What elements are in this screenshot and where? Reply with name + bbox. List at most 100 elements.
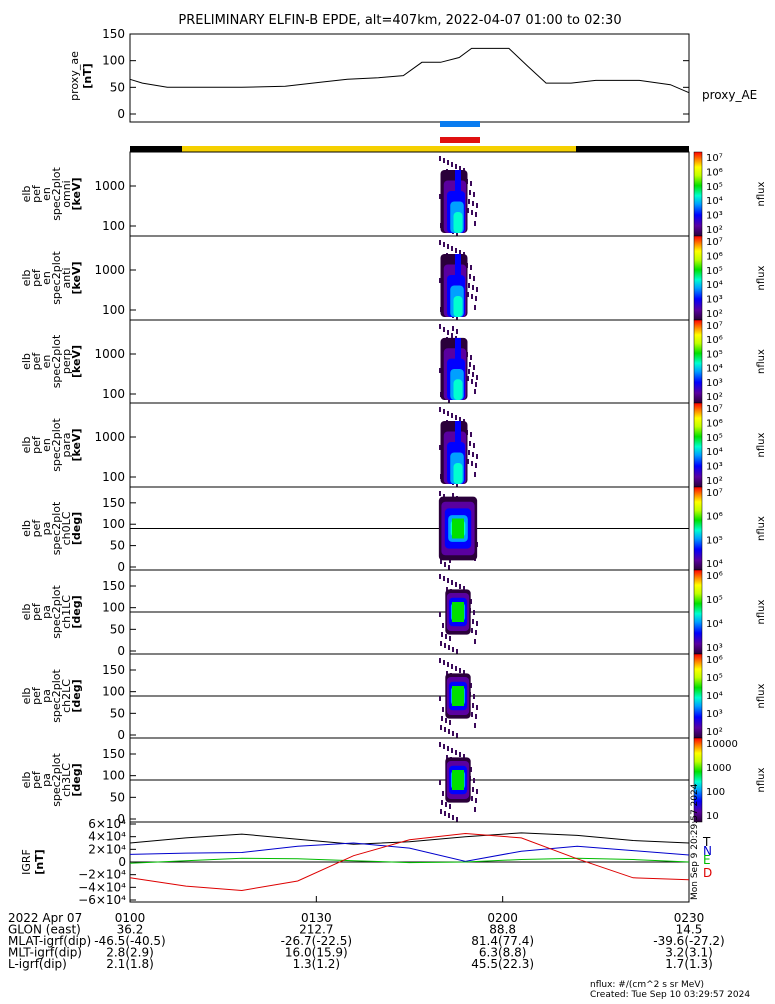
spectrogram-sparse-pixel	[472, 201, 474, 206]
spectrogram-ytick-label: 100	[102, 601, 125, 615]
ae-ytick-label: 0	[117, 107, 125, 121]
spectrogram-sparse-pixel	[476, 705, 478, 710]
ae-panel-frame	[129, 33, 690, 123]
spectrogram-sparse-pixel	[468, 369, 470, 374]
spectrogram-sparse-pixel	[449, 558, 451, 563]
colorbar	[693, 737, 703, 823]
ae-panel: 150 100 50 0 proxy_ae [nT] proxy_AE	[68, 27, 757, 123]
spectrogram-sparse-pixel	[459, 752, 461, 757]
spectrogram-sparse-pixel	[439, 156, 441, 161]
spectrogram-sparse-pixel	[471, 210, 473, 215]
spectrogram-sparse-pixel	[456, 329, 458, 334]
spectrogram-ytick-label: 0	[117, 560, 125, 574]
colorbar-label: nflux	[756, 683, 767, 708]
footer-row-value: 1.7(1.3)	[665, 957, 713, 971]
spectrogram-sparse-pixel	[474, 389, 476, 394]
colorbar-tick-label: 10⁵	[706, 349, 723, 360]
spectrogram-ylabel: [keV]	[70, 345, 83, 378]
igrf-legend-n: N	[703, 844, 712, 858]
colorbar	[693, 151, 703, 237]
igrf-ylabel-2: [nT]	[33, 849, 46, 874]
spectrogram-ytick-label: 1000	[94, 179, 125, 193]
footer-row-value: 81.4(77.4)	[471, 934, 534, 948]
spectrogram-ylabel: elb	[20, 353, 33, 370]
spectrogram-sparse-pixel	[455, 750, 457, 755]
footer-row-label: GLON (east)	[8, 923, 81, 937]
spectrogram-sparse-pixel	[471, 796, 473, 801]
igrf-ytick-label: −6×10⁴	[78, 893, 126, 907]
spectrogram-ylabel: elb	[20, 772, 33, 789]
spectrogram-sparse-pixel	[446, 587, 448, 592]
colorbar-tick-label: 10³	[706, 462, 723, 473]
spectrogram-ytick-label: 150	[102, 747, 125, 761]
spectrogram-sparse-pixel	[439, 324, 441, 329]
spectrogram-sparse-pixel	[456, 817, 458, 822]
footer-row-value: 212.7	[299, 923, 333, 937]
spectrogram-sparse-pixel	[470, 432, 472, 437]
spectrogram-sparse-pixel	[475, 630, 477, 635]
spectrogram-sparse-pixel	[448, 398, 450, 403]
spectrogram-sparse-pixel	[455, 666, 457, 671]
ae-yticks: 150 100 50 0	[102, 27, 689, 121]
spectrogram-sparse-pixel	[447, 330, 449, 335]
spectrogram-sparse-pixel	[474, 807, 476, 812]
colorbar-tick-label: 10⁴	[706, 280, 723, 291]
spectrogram-sparse-pixel	[456, 733, 458, 738]
colorbar-tick-label: 10³	[706, 295, 723, 306]
spectrogram-sparse-pixel	[444, 727, 446, 732]
spectrogram-ylabel: pef	[30, 519, 43, 538]
spectrogram-sparse-pixel	[439, 574, 441, 579]
spectrogram-sparse-pixel	[463, 586, 465, 591]
spectrogram-sparse-pixel	[474, 723, 476, 728]
igrf-series-line	[129, 857, 690, 864]
spectrogram-flux-peak	[452, 518, 464, 539]
spectrogram-flux-patch	[453, 379, 463, 400]
footer-row-value: 0230	[674, 911, 705, 925]
spectrogram-sparse-pixel	[443, 744, 445, 749]
spectrogram-sparse-pixel	[443, 242, 445, 247]
spectrogram-sparse-pixel	[475, 463, 477, 468]
igrf-ylabel-1: IGRF	[20, 849, 33, 875]
spectrogram-sparse-pixel	[474, 305, 476, 310]
red-indicator-bar	[440, 137, 480, 143]
spectrogram-sparse-pixel	[439, 368, 441, 373]
spectrogram-sparse-pixel	[443, 327, 445, 332]
colorbar-tick-label: 10⁴	[706, 196, 723, 207]
spectrogram-ylabel: [keV]	[70, 261, 83, 294]
spectrogram-ylabel: en	[40, 438, 53, 452]
spectrogram-ylabel: [keV]	[70, 428, 83, 461]
colorbar-tick-label: 10³	[706, 211, 723, 222]
spectrogram-sparse-pixel	[467, 459, 469, 464]
spectrogram-ylabel: ch3LC	[60, 763, 73, 797]
spectrogram-flux-peak	[452, 770, 464, 790]
spectrogram-sparse-pixel	[469, 274, 471, 279]
colorbar-tick-label: 10⁴	[706, 691, 723, 702]
spectrogram-sparse-pixel	[470, 767, 472, 772]
spectrogram-sparse-pixel	[471, 628, 473, 633]
colorbar-tick-label: 10⁵	[706, 673, 723, 684]
spectrogram-ytick-label: 100	[102, 517, 125, 531]
colorbar-label: nflux	[756, 432, 767, 457]
status-bar-black-left	[130, 146, 182, 152]
spectrogram-ylabel: pef	[30, 686, 43, 705]
spectrogram-sparse-pixel	[459, 584, 461, 589]
spectrogram-sparse-pixel	[439, 407, 441, 412]
spectrogram-sparse-pixel	[456, 649, 458, 654]
spectrogram-ylabel: en	[40, 187, 53, 201]
spectrogram-sparse-pixel	[447, 244, 449, 249]
spectrogram-sparse-pixel	[448, 645, 450, 650]
spectrogram-sparse-pixel	[470, 683, 472, 688]
colorbar-tick-label: 10³	[706, 378, 723, 389]
spectrogram-sparse-pixel	[456, 315, 458, 320]
spectrogram-sparse-pixel	[476, 287, 478, 292]
spectrogram-flux-peak	[452, 686, 464, 706]
spectrogram-sparse-pixel	[475, 212, 477, 217]
footer-row-value: 0130	[301, 911, 332, 925]
spectrogram-sparse-pixel	[467, 208, 469, 213]
spectrogram-sparse-pixel	[467, 376, 469, 381]
spectrogram-sparse-pixel	[447, 160, 449, 165]
